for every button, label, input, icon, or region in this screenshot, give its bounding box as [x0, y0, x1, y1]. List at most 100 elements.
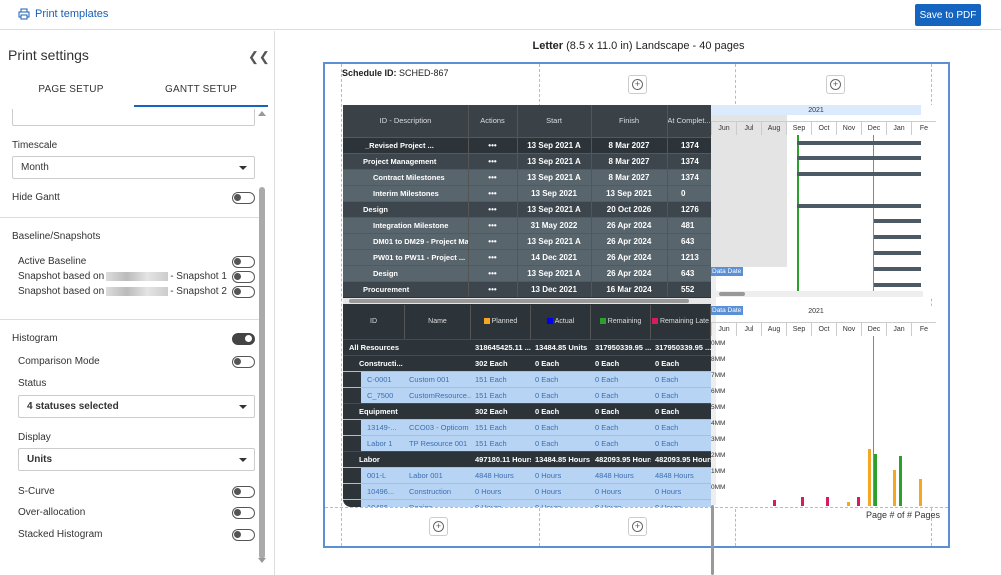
resource-cell: 0 Each [595, 359, 620, 368]
over-allocation-toggle[interactable] [232, 507, 255, 519]
save-to-pdf-button[interactable]: Save to PDF [915, 4, 981, 26]
s-curve-toggle[interactable] [232, 486, 255, 498]
table-row[interactable]: _Revised Project ... ••• 13 Sep 2021 A 8 Ma… [343, 137, 711, 153]
display-select[interactable]: Units [18, 448, 255, 471]
resource-row[interactable]: 001-L Labor 001 4848 Hours 0 Hours 4848 Hour… [343, 467, 711, 484]
plus-icon: + [830, 79, 841, 90]
row-actions-button[interactable]: ••• [488, 253, 497, 262]
row-actions-button[interactable]: ••• [488, 173, 497, 182]
gantt-bar[interactable] [874, 283, 921, 287]
active-baseline-toggle[interactable] [232, 256, 255, 268]
histogram-bar [919, 479, 922, 506]
table-row[interactable]: Design ••• 13 Sep 2021 A 26 Apr 2024 643 [343, 265, 711, 281]
activity-hscroll[interactable] [343, 298, 711, 304]
column-header[interactable]: Remaining [591, 305, 651, 339]
table-row[interactable]: Contract Milestones ••• 13 Sep 2021 A 8 Mar… [343, 169, 711, 185]
column-header[interactable]: Planned [471, 305, 531, 339]
resource-row[interactable]: Labor 497180.11 Hours 13484.85 Hours 482093… [343, 451, 711, 467]
column-header[interactable]: Start [546, 116, 562, 125]
snapshot-1-toggle[interactable] [232, 271, 255, 283]
row-finish: 8 Mar 2027 [608, 173, 650, 182]
table-row[interactable]: Interim Milestones ••• 13 Sep 2021 13 Sep 2… [343, 185, 711, 201]
column-header[interactable]: Actions [480, 116, 505, 125]
gantt-bar[interactable] [874, 219, 921, 223]
panel-scrollbar[interactable] [258, 109, 266, 569]
resource-row[interactable]: 10496... Design 0 Hours 0 Hours 0 Hours 0 Hou… [343, 499, 711, 507]
gantt-bar[interactable] [874, 267, 921, 271]
histogram-bar [773, 500, 776, 506]
gantt-bar[interactable] [874, 251, 921, 255]
row-actions-button[interactable]: ••• [488, 269, 497, 278]
histogram-vscroll[interactable] [711, 315, 716, 505]
row-actions-button[interactable]: ••• [488, 205, 497, 214]
data-date-label: Data Date [711, 267, 743, 276]
table-row[interactable]: Project Management ••• 13 Sep 2021 A 8 Mar … [343, 153, 711, 169]
gantt-bar[interactable] [797, 156, 921, 160]
resource-row[interactable]: 10496... Construction 0 Hours 0 Hours 0 Hour… [343, 483, 711, 500]
column-header[interactable]: ID - Description [379, 116, 432, 125]
scroll-up-icon[interactable] [258, 111, 266, 116]
gantt-bar[interactable] [797, 172, 921, 176]
column-header[interactable]: Actual [531, 305, 591, 339]
histogram-bar [801, 497, 804, 506]
scrollbar-thumb[interactable] [349, 299, 689, 303]
add-page-button[interactable]: + [628, 517, 647, 536]
comparison-mode-toggle[interactable] [232, 356, 255, 368]
previous-field[interactable] [12, 109, 255, 126]
resource-row[interactable]: C-0001 Custom 001 151 Each 0 Each 0 Each 0 Ea… [343, 371, 711, 388]
row-actions-button[interactable]: ••• [488, 157, 497, 166]
scrollbar-thumb[interactable] [719, 292, 745, 296]
row-actions-button[interactable]: ••• [488, 141, 497, 150]
row-actions-button[interactable]: ••• [488, 221, 497, 230]
resource-cell: 0 Each [535, 359, 560, 368]
column-header[interactable]: ID [343, 305, 405, 339]
row-start: 13 Sep 2021 A [527, 269, 581, 278]
column-header[interactable]: Name [405, 305, 471, 339]
table-row[interactable]: PW01 to PW11 - Project ... ••• 14 Dec 2021… [343, 249, 711, 265]
scroll-down-icon[interactable] [258, 558, 266, 563]
row-start: 13 Sep 2021 A [527, 157, 581, 166]
column-header[interactable]: Remaining Late [651, 305, 711, 339]
resource-row[interactable]: Constructi... 302 Each 0 Each 0 Each 0 Each [343, 355, 711, 371]
resource-cell: 0 Each [595, 439, 619, 448]
resource-cell: 151 Each [475, 375, 507, 384]
row-finish: 26 Apr 2024 [606, 269, 652, 278]
histogram-toggle[interactable] [232, 333, 255, 345]
gantt-hscroll[interactable] [711, 291, 923, 297]
chevron-down-icon [239, 458, 247, 462]
row-actions-button[interactable]: ••• [488, 189, 497, 198]
gantt-bar[interactable] [797, 204, 921, 208]
row-actions-button[interactable]: ••• [488, 285, 497, 294]
tab-gantt-setup[interactable]: GANTT SETUP [134, 75, 268, 107]
resource-cell: 0 Hours [475, 487, 502, 496]
resource-row[interactable]: C_7500 CustomResource... 151 Each 0 Each 0 E… [343, 387, 711, 404]
table-row[interactable]: Integration Milestone ••• 31 May 2022 26 Ap… [343, 217, 711, 233]
resource-row[interactable]: Equipment 302 Each 0 Each 0 Each 0 Each [343, 403, 711, 419]
status-select[interactable]: 4 statuses selected [18, 395, 255, 418]
add-page-button[interactable]: + [429, 517, 448, 536]
resource-row[interactable]: Labor 1 TP Resource 001 151 Each 0 Each 0 Ea… [343, 435, 711, 452]
scrollbar-thumb[interactable] [259, 187, 265, 559]
collapse-panel-icon[interactable]: ❮❮ [248, 49, 270, 64]
resource-row[interactable]: 13149-... CCO03 - Opticom I 151 Each 0 Each… [343, 419, 711, 436]
add-page-button[interactable]: + [826, 75, 845, 94]
table-row[interactable]: Design ••• 13 Sep 2021 A 20 Oct 2026 1276 [343, 201, 711, 217]
print-templates-link[interactable]: Print templates [18, 8, 108, 20]
table-row[interactable]: Procurement ••• 13 Dec 2021 16 Mar 2024 552 [343, 281, 711, 297]
gantt-bar[interactable] [797, 141, 921, 145]
row-description: Procurement [363, 285, 410, 294]
tab-page-setup[interactable]: PAGE SETUP [38, 84, 104, 95]
row-finish: 8 Mar 2027 [608, 141, 650, 150]
hide-gantt-toggle[interactable] [232, 192, 255, 204]
stacked-histogram-toggle[interactable] [232, 529, 255, 541]
snapshot-2-toggle[interactable] [232, 286, 255, 298]
gantt-bar[interactable] [874, 235, 921, 239]
column-header[interactable]: At Complet... [667, 116, 711, 125]
add-page-button[interactable]: + [628, 75, 647, 94]
resource-row[interactable]: All Resources 318645425.11 ... 13484.85 Un… [343, 339, 711, 355]
scrollbar-thumb[interactable] [711, 505, 714, 575]
row-actions-button[interactable]: ••• [488, 237, 497, 246]
table-row[interactable]: DM01 to DM29 - Project Ma... ••• 13 Sep 20… [343, 233, 711, 249]
column-header[interactable]: Finish [618, 116, 639, 125]
timescale-select[interactable]: Month [12, 156, 255, 179]
